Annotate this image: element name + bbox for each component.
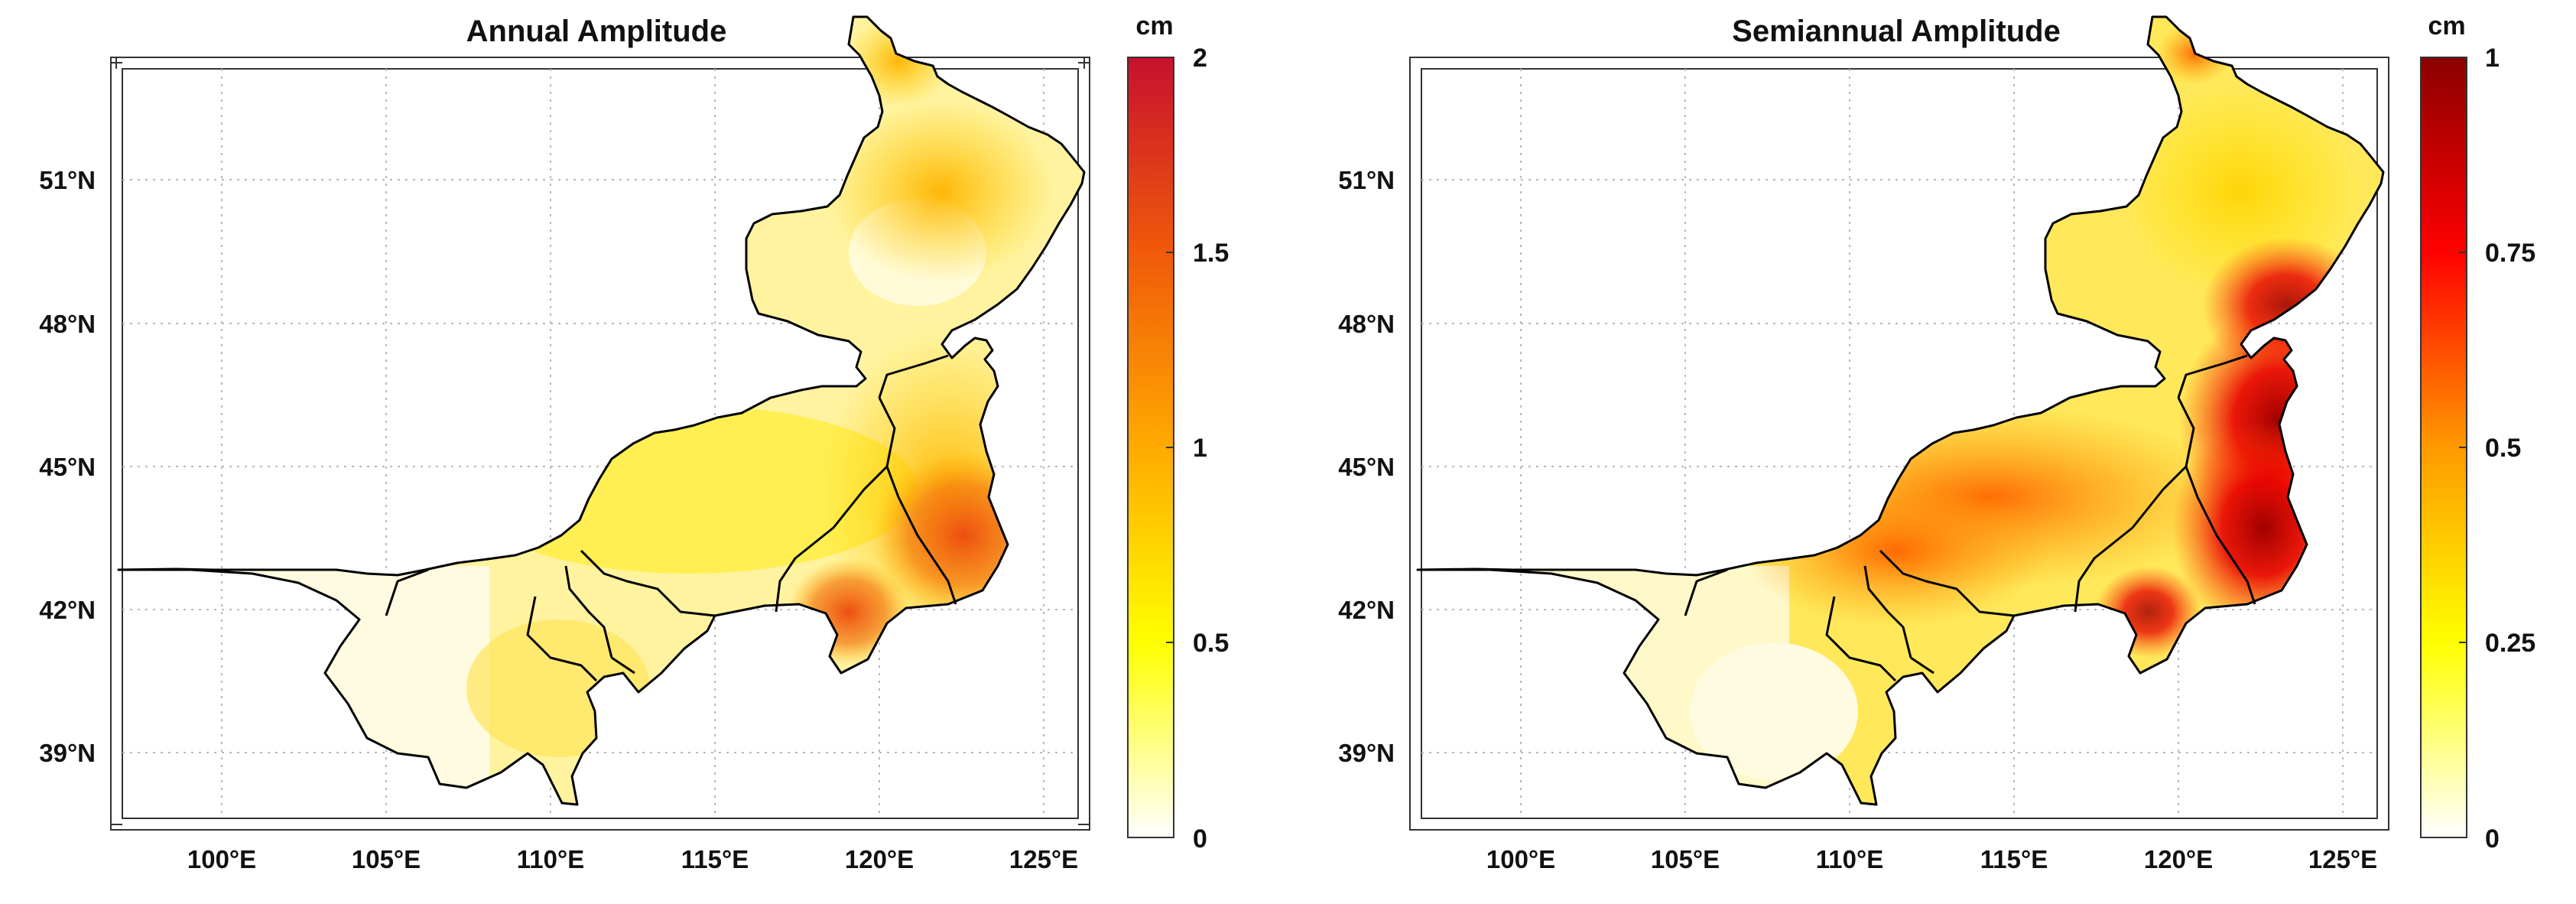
svg-text:100°E: 100°E [187, 845, 256, 873]
svg-text:110°E: 110°E [517, 845, 584, 873]
lon-ticks: 100°E 105°E 110°E 115°E 120°E 125°E [1486, 845, 2377, 873]
colorbar: cm 0 0.25 0.5 0.75 1 [2420, 11, 2535, 854]
svg-text:0: 0 [1193, 824, 1207, 854]
svg-text:48°N: 48°N [39, 310, 96, 338]
svg-text:0.5: 0.5 [2485, 434, 2521, 463]
svg-text:48°N: 48°N [1338, 310, 1395, 338]
colorbar-unit: cm [1135, 11, 1173, 41]
panel-annual: Annual Amplitude [39, 11, 1229, 873]
svg-text:0.25: 0.25 [2485, 629, 2535, 658]
svg-text:2: 2 [1193, 44, 1207, 73]
svg-text:45°N: 45°N [1338, 453, 1395, 481]
svg-text:42°N: 42°N [39, 596, 96, 624]
svg-text:105°E: 105°E [1651, 845, 1720, 873]
lat-ticks: 51°N 48°N 45°N 42°N 39°N [1338, 166, 1395, 767]
lat-ticks: 51°N 48°N 45°N 42°N 39°N [39, 166, 96, 767]
svg-text:100°E: 100°E [1486, 845, 1555, 873]
panel-title: Semiannual Amplitude [1732, 15, 2061, 48]
colorbar: cm 0 0.5 1 1.5 2 [1127, 11, 1229, 854]
svg-text:1: 1 [1193, 434, 1207, 463]
svg-text:110°E: 110°E [1816, 845, 1883, 873]
svg-text:115°E: 115°E [1980, 845, 2048, 873]
svg-text:0.5: 0.5 [1193, 629, 1229, 658]
svg-text:45°N: 45°N [39, 453, 96, 481]
svg-text:0: 0 [2485, 824, 2500, 854]
svg-text:105°E: 105°E [352, 845, 421, 873]
svg-text:125°E: 125°E [1009, 845, 1078, 873]
svg-text:1: 1 [2485, 44, 2500, 73]
svg-text:51°N: 51°N [1338, 166, 1395, 194]
svg-text:125°E: 125°E [2308, 845, 2377, 873]
svg-text:120°E: 120°E [2144, 845, 2213, 873]
lon-ticks: 100°E 105°E 110°E 115°E 120°E 125°E [187, 845, 1078, 873]
svg-text:115°E: 115°E [681, 845, 749, 873]
svg-text:1.5: 1.5 [1193, 239, 1229, 268]
svg-text:39°N: 39°N [39, 739, 96, 767]
region-boundaries [1416, 15, 2385, 806]
svg-text:0.75: 0.75 [2485, 239, 2535, 268]
svg-text:39°N: 39°N [1338, 739, 1395, 767]
region-boundaries [117, 15, 1086, 806]
svg-text:51°N: 51°N [39, 166, 96, 194]
svg-text:120°E: 120°E [845, 845, 914, 873]
colorbar-unit: cm [2428, 11, 2465, 41]
panel-semiannual: Semiannual Amplitude [1338, 11, 2535, 873]
panel-title: Annual Amplitude [466, 15, 727, 48]
svg-text:42°N: 42°N [1338, 596, 1395, 624]
